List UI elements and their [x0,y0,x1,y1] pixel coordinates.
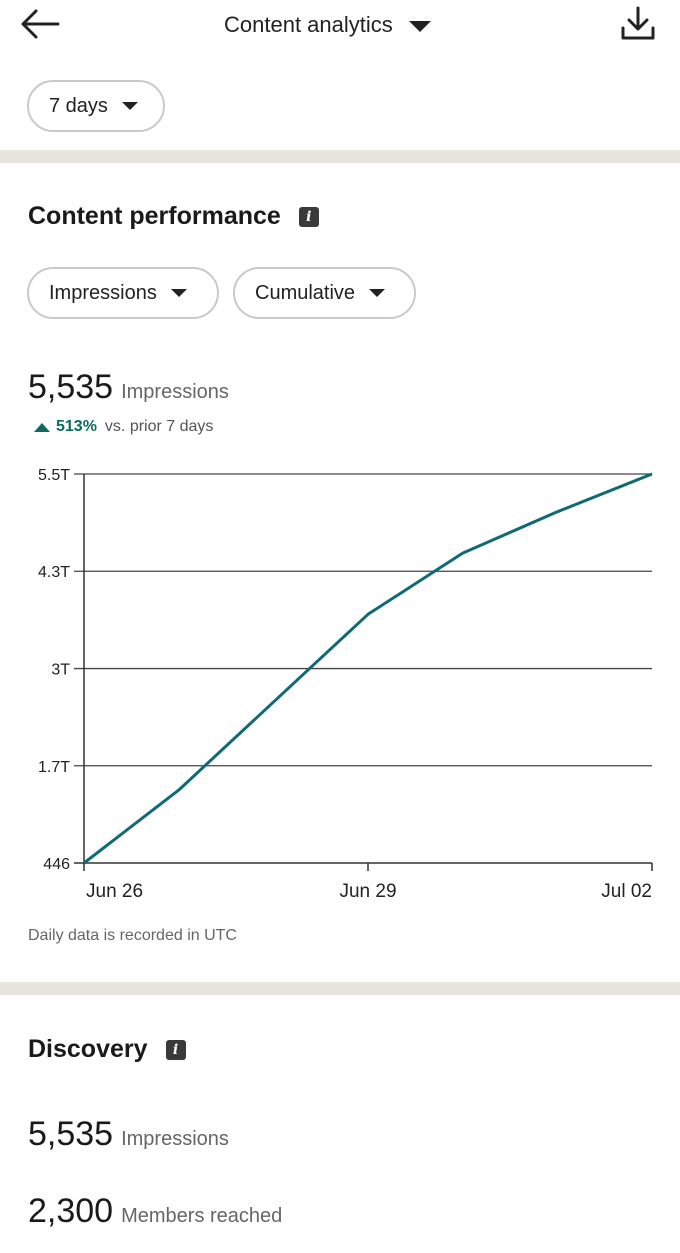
utc-note: Daily data is recorded in UTC [28,927,237,944]
date-range-label: 7 days [49,94,108,117]
members-value: 2,300 [28,1192,114,1230]
page-title: Content analytics [224,12,393,37]
change-percent: 513% [56,418,97,435]
total-impressions: 5,535 Impressions [28,368,229,407]
impressions-value: 5,535 [28,1115,114,1153]
x-tick-label: Jun 29 [339,881,396,902]
chevron-down-icon [170,289,187,297]
discovery-header: Discovery i [28,1035,186,1064]
date-range-filter[interactable]: 7 days [27,80,165,132]
impressions-line-chart: 446 1.7T 3T 4.3T 5.5T Jun 26 Jun 29 Jul 02 [38,467,653,902]
section-divider [0,150,680,163]
chevron-down-icon [369,289,386,297]
back-button[interactable] [18,6,64,42]
y-tick-label: 446 [43,856,70,873]
y-tick-label: 5.5T [38,467,70,484]
info-icon[interactable]: i [165,1039,186,1060]
series-line [83,472,653,865]
change-indicator: 513% vs. prior 7 days [34,418,213,436]
members-label: Members reached [121,1205,283,1227]
metric-label: Impressions [49,281,157,304]
impressions-label: Impressions [121,1128,229,1150]
download-button[interactable] [618,4,658,44]
discovery-impressions: 5,535 Impressions [28,1115,229,1154]
x-tick-label: Jul 02 [601,881,652,902]
performance-header: Content performance i [28,202,319,231]
page-title-dropdown[interactable]: Content analytics [224,8,431,42]
chevron-down-icon [408,20,431,32]
total-value: 5,535 [28,368,114,406]
x-tick-label: Jun 26 [86,881,143,902]
chevron-down-icon [121,102,138,110]
app-header: Content analytics 7 days [0,0,680,150]
y-tick-label: 4.3T [38,564,70,581]
download-icon [621,6,655,40]
section-divider [0,982,680,995]
y-tick-label: 1.7T [38,759,70,776]
y-tick-label: 3T [51,662,70,679]
arrow-left-icon [21,9,60,39]
mode-filter[interactable]: Cumulative [233,267,416,319]
mode-label: Cumulative [255,281,356,304]
section-title: Discovery [28,1035,148,1063]
metric-filter[interactable]: Impressions [27,267,219,319]
members-reached: 2,300 Members reached [28,1192,282,1231]
trend-up-icon [34,422,50,432]
info-icon[interactable]: i [298,206,319,227]
total-label: Impressions [121,381,229,403]
section-title: Content performance [28,202,281,230]
change-comparison: vs. prior 7 days [104,418,214,435]
